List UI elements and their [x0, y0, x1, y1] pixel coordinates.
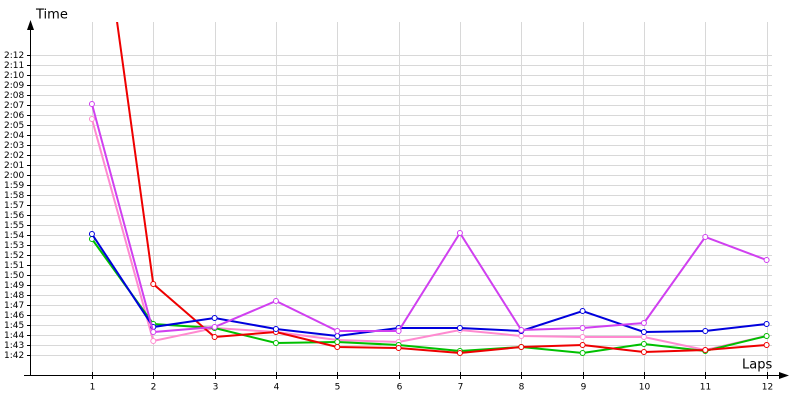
x-tick-label: 11: [700, 383, 711, 393]
point: [763, 333, 770, 339]
point: [334, 328, 341, 334]
point: [88, 116, 95, 122]
point: [272, 326, 279, 332]
point: [579, 308, 586, 314]
point: [518, 344, 525, 350]
point: [456, 230, 463, 236]
point: [640, 349, 647, 355]
y-tick-label: 2:00: [4, 171, 24, 181]
point: [211, 324, 218, 330]
x-tick-label: 4: [274, 383, 280, 393]
y-tick-label: 1:48: [4, 291, 24, 301]
x-tick-label: 12: [762, 383, 773, 393]
x-tick-label: 10: [639, 383, 651, 393]
y-tick-label: 2:02: [4, 151, 24, 161]
point: [272, 298, 279, 304]
x-tick-label: 7: [458, 383, 464, 393]
y-tick-label: 1:51: [4, 261, 24, 271]
point: [88, 231, 95, 237]
point: [702, 347, 709, 353]
point: [456, 325, 463, 331]
point: [518, 327, 525, 333]
y-tick-label: 1:46: [4, 311, 24, 321]
point: [150, 329, 157, 335]
series-line: [90, 103, 767, 334]
x-tick-label: 6: [397, 383, 403, 393]
point: [334, 333, 341, 339]
y-tick-label: 1:59: [4, 181, 24, 191]
y-tick-label: 1:55: [4, 221, 24, 231]
point: [763, 257, 770, 263]
y-tick-label: 2:06: [4, 111, 24, 121]
y-tick-label: 2:08: [4, 91, 24, 101]
y-tick-label: 1:53: [4, 241, 24, 251]
point: [640, 334, 647, 340]
y-tick-label: 1:49: [4, 281, 24, 291]
point: [211, 334, 218, 340]
y-tick-label: 1:43: [4, 341, 24, 351]
point: [518, 333, 525, 339]
y-axis-label: Time: [35, 8, 68, 23]
y-tick-label: 2:12: [4, 51, 24, 61]
y-tick-label: 1:58: [4, 191, 24, 201]
y-tick-label: 1:54: [4, 231, 24, 241]
point: [579, 325, 586, 331]
point: [640, 329, 647, 335]
series-line: [91, 233, 767, 338]
point: [211, 315, 218, 321]
y-tick-label: 2:04: [4, 131, 24, 141]
series-line: [90, 118, 767, 352]
point: [579, 350, 586, 356]
point: [456, 350, 463, 356]
y-tick-label: 2:03: [4, 141, 24, 151]
x-axis-arrow: [779, 372, 789, 379]
point: [763, 342, 770, 348]
x-tick-label: 1: [90, 383, 96, 393]
point: [150, 338, 157, 344]
y-tick-label: 1:44: [4, 331, 24, 341]
y-tick-label: 1:47: [4, 301, 24, 311]
y-tick-label: 1:52: [4, 251, 24, 261]
point: [150, 281, 157, 287]
x-tick-label: 3: [213, 383, 219, 393]
point: [579, 334, 586, 340]
x-tick-label: 5: [335, 383, 341, 393]
point: [272, 340, 279, 346]
point: [640, 341, 647, 347]
point: [763, 321, 770, 327]
y-tick-label: 2:01: [4, 161, 24, 171]
y-tick-label: 2:11: [4, 61, 24, 71]
y-tick-label: 2:09: [4, 81, 24, 91]
y-tick-label: 2:07: [4, 101, 24, 111]
y-tick-label: 1:56: [4, 211, 24, 221]
point: [395, 328, 402, 334]
point: [395, 345, 402, 351]
y-tick-label: 2:10: [4, 71, 24, 81]
y-tick-label: 1:42: [4, 351, 24, 361]
x-tick-label: 2: [151, 383, 157, 393]
point: [702, 328, 709, 334]
x-tick-label: 8: [519, 383, 525, 393]
y-tick-label: 1:50: [4, 271, 24, 281]
point: [702, 234, 709, 240]
y-axis-arrow: [27, 20, 34, 30]
point: [579, 342, 586, 348]
point: [640, 320, 647, 326]
point: [334, 344, 341, 350]
y-tick-label: 1:45: [4, 321, 24, 331]
y-tick-label: 1:57: [4, 201, 24, 211]
series-line: [116, 22, 767, 355]
y-tick-label: 2:05: [4, 121, 24, 131]
x-axis-label: Laps: [742, 358, 772, 373]
point: [334, 339, 341, 345]
point: [88, 101, 95, 107]
x-tick-label: 9: [581, 383, 587, 393]
